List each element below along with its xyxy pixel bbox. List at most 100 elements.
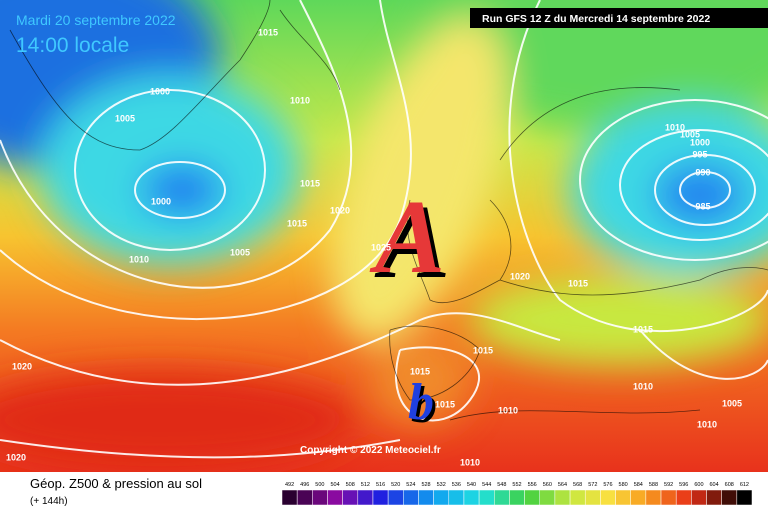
scale-label: 496	[300, 482, 309, 488]
scale-label: 552	[512, 482, 521, 488]
isobar-label: 1020	[510, 271, 530, 281]
scale-label: 524	[406, 482, 415, 488]
scale-label: 492	[285, 482, 294, 488]
scale-swatch	[433, 489, 450, 506]
scale-label: 556	[528, 482, 537, 488]
run-box	[470, 8, 768, 28]
isobar-label: 1015	[568, 278, 588, 288]
isobar-label: 1005	[722, 398, 742, 408]
isobar-label: 1010	[697, 419, 717, 429]
high-shadow: A	[374, 183, 450, 300]
scale-swatch	[691, 489, 707, 506]
scale-label: 500	[315, 482, 324, 488]
isobar-labels: 1015101010001005100010151020101510051010…	[6, 27, 742, 467]
scale-swatch	[615, 489, 631, 506]
high-label: A	[369, 178, 445, 295]
scale-swatch	[630, 489, 647, 506]
isobar-label: 1015	[633, 324, 653, 334]
scale-swatch	[312, 489, 328, 506]
scale-swatch	[509, 489, 525, 506]
isobar-label: 1020	[330, 205, 350, 215]
isobar-label: 1010	[290, 95, 310, 105]
scale-swatch	[736, 489, 753, 506]
isobar-label: 1010	[460, 457, 480, 467]
isobar-label: 995	[692, 149, 707, 159]
isobars	[0, 0, 768, 457]
scale-swatch	[600, 489, 616, 506]
isobar-label: 1005	[230, 247, 250, 257]
scale-swatch	[281, 489, 298, 506]
scale-label: 596	[679, 482, 688, 488]
scale-swatch	[721, 489, 738, 506]
coastlines	[9, 0, 768, 421]
isobar-label: 1005	[680, 129, 700, 139]
isobar-label: 1000	[690, 137, 710, 147]
copyright: Copyright © 2022 Meteociel.fr	[300, 445, 441, 456]
scale-swatch	[645, 489, 662, 506]
isobar-label: 1010	[665, 122, 685, 132]
isobar-label: 985	[695, 201, 710, 211]
footer-title: Géop. Z500 & pression au sol	[30, 476, 202, 491]
isobar-label: 1010	[633, 381, 653, 391]
scale-label: 528	[421, 482, 430, 488]
scale-swatch	[463, 489, 480, 506]
scale-label: 588	[649, 482, 658, 488]
scale-swatch	[539, 489, 556, 506]
scale-label: 564	[558, 482, 567, 488]
scale-swatch	[296, 489, 313, 506]
scale-swatch	[478, 489, 495, 506]
scale-label: 548	[497, 482, 506, 488]
scale-label: 516	[376, 482, 385, 488]
isobar-label: 1015	[258, 27, 278, 37]
footer-lead: (+ 144h)	[30, 496, 68, 507]
map-field	[0, 0, 768, 472]
scale-label: 544	[482, 482, 491, 488]
isobar-label: 1015	[410, 366, 430, 376]
scale-swatch	[524, 489, 540, 506]
scale-swatch	[448, 489, 465, 506]
color-scale: 492 496 500 504 508 512 516 520 524 528 532 536 540 5…	[281, 482, 753, 506]
scale-label: 540	[467, 482, 476, 488]
isobar-label: 1010	[498, 405, 518, 415]
scale-label: 604	[710, 482, 719, 488]
isobar-label: 1020	[12, 361, 32, 371]
isobar-label: 1000	[150, 86, 170, 96]
scale-swatch	[554, 489, 571, 506]
scale-label: 612	[740, 482, 749, 488]
scale-label: 532	[437, 482, 446, 488]
scale-label: 520	[391, 482, 400, 488]
scale-label: 508	[346, 482, 355, 488]
scale-label: 504	[330, 482, 339, 488]
low-label: b	[408, 374, 434, 431]
scale-swatch	[342, 489, 359, 506]
scale-label: 584	[634, 482, 643, 488]
scale-label: 600	[694, 482, 703, 488]
scale-swatch	[357, 489, 374, 506]
scale-label: 592	[664, 482, 673, 488]
scale-swatch	[372, 489, 389, 506]
scale-swatch	[387, 489, 404, 506]
scale-label: 568	[573, 482, 582, 488]
scale-swatch	[403, 489, 419, 506]
date-text: Mardi 20 septembre 2022	[16, 12, 176, 28]
time-text: 14:00 locale	[16, 34, 129, 57]
isobar-label: 1010	[129, 254, 149, 264]
scale-swatch	[327, 489, 343, 506]
isobar-label: 990	[695, 167, 710, 177]
scale-swatch	[675, 489, 692, 506]
isobar-label: 1015	[473, 345, 493, 355]
scale-swatch	[418, 489, 434, 506]
isobar-label: 1005	[115, 113, 135, 123]
scale-swatch	[569, 489, 586, 506]
scale-label: 512	[361, 482, 370, 488]
isobar-label: 1000	[151, 196, 171, 206]
isobar-label: 1015	[435, 399, 455, 409]
isobar-label: 1015	[300, 178, 320, 188]
isobar-label: 1015	[287, 218, 307, 228]
scale-swatch	[494, 489, 510, 506]
scale-label: 580	[619, 482, 628, 488]
low-shadow: b	[411, 377, 437, 434]
scale-swatch	[584, 489, 601, 506]
isobar-label: 1025	[371, 242, 391, 252]
